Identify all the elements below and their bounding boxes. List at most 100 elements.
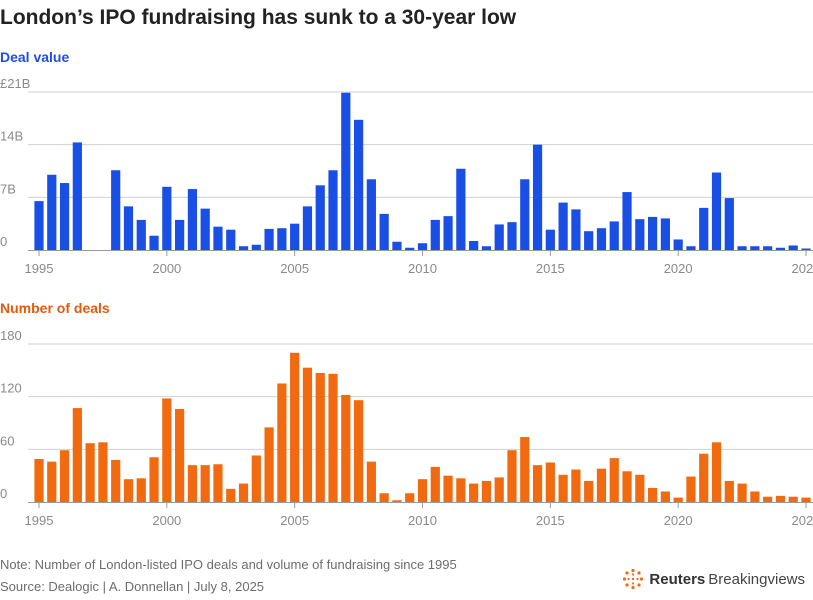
deals-count-bar: [788, 496, 798, 502]
deal-value-bar: [801, 248, 811, 250]
deals-count-bar: [507, 450, 517, 502]
reuters-dots-icon: [623, 568, 644, 590]
deal-value-bar: [123, 206, 134, 250]
deals-count-bar: [277, 383, 287, 502]
deals-count-bar: [571, 469, 581, 502]
deal-value-bar: [213, 226, 223, 250]
deal-value-bar: [456, 168, 466, 250]
deals-count-y-tick-label: 180: [0, 328, 22, 343]
deals-count-bar: [213, 464, 223, 502]
deals-count-x-tick-label: 2000: [152, 513, 181, 528]
chart-note: Note: Number of London-listed IPO deals …: [0, 557, 457, 572]
deals-count-bar: [366, 461, 376, 502]
deal-value-bar: [328, 170, 338, 250]
deals-count-bar: [443, 475, 453, 502]
deals-count-bar: [72, 408, 82, 502]
deals-count-bar: [238, 483, 249, 502]
deals-count-bar: [187, 465, 198, 502]
deals-count-bar: [85, 443, 95, 502]
deal-value-bar: [469, 240, 479, 250]
deal-value-bar: [379, 213, 389, 250]
deal-value-x-tick-label: 2005: [280, 261, 309, 276]
deals-count-bar: [635, 474, 645, 502]
deal-value-y-tick-label: 7B: [0, 181, 16, 196]
deal-value-y-tick-label: £21B: [0, 76, 30, 91]
deal-value-y-tick-label: 14B: [0, 129, 23, 144]
deal-value-bar: [136, 219, 146, 250]
deal-value-bar: [545, 229, 555, 250]
deal-value-bar: [72, 142, 82, 250]
deals-count-bar: [609, 458, 619, 502]
deals-count-bar: [584, 480, 594, 502]
deals-count-bar: [162, 398, 172, 502]
deals-count-bar: [264, 427, 274, 502]
deals-count-bar: [724, 480, 734, 502]
deals-count-bar: [763, 496, 773, 502]
deal-value-bar: [277, 228, 287, 250]
deals-count-bar: [596, 468, 607, 502]
deal-value-bar: [392, 241, 402, 250]
deals-count-bar: [699, 453, 709, 502]
number-of-deals-label: Number of deals: [0, 300, 110, 316]
deal-value-bar: [737, 246, 747, 250]
deal-value-bar: [584, 231, 594, 250]
deals-count-bar: [405, 493, 415, 502]
deal-value-bar: [226, 229, 236, 250]
deals-count-bar: [532, 465, 543, 502]
deal-value-x-tick-label: 2010: [408, 261, 437, 276]
deal-value-bar: [622, 192, 632, 250]
deal-value-bar: [290, 223, 300, 250]
deal-value-bar: [175, 219, 185, 250]
deal-value-bar: [341, 92, 351, 250]
deals-count-bar: [136, 478, 146, 502]
deal-value-bar: [481, 246, 492, 250]
deal-value-bar: [507, 222, 517, 250]
deal-value-bar: [251, 244, 261, 250]
deals-count-x-tick-label: 1995: [25, 513, 54, 528]
deals-count-bar: [251, 455, 261, 502]
deal-value-bar: [149, 235, 159, 250]
deal-value-x-tick-label: 2025: [792, 261, 813, 276]
deal-value-bar: [647, 216, 658, 250]
deals-count-bar: [686, 476, 696, 502]
deals-count-x-tick-label: 2005: [280, 513, 309, 528]
brand-name: Reuters: [649, 570, 706, 588]
deal-value-x-tick-label: 2015: [536, 261, 565, 276]
deals-count-bar: [98, 442, 108, 502]
deal-value-label: Deal value: [0, 49, 70, 65]
deals-count-bar: [737, 483, 747, 502]
deal-value-bar: [417, 243, 428, 250]
deal-value-bar: [315, 185, 325, 250]
deal-value-bar: [200, 208, 210, 250]
deals-count-bar: [315, 372, 325, 502]
deals-count-bar: [200, 465, 210, 502]
deal-value-bar: [724, 198, 734, 250]
chart-source: Source: Dealogic | A. Donnellan | July 8…: [0, 579, 265, 594]
deals-count-bar: [660, 491, 670, 502]
deals-count-x-tick-label: 2020: [664, 513, 693, 528]
deals-count-y-tick-label: 120: [0, 381, 22, 396]
deals-count-bar: [469, 483, 479, 502]
deals-count-bar: [341, 394, 351, 502]
deals-count-bar: [545, 462, 555, 502]
deals-count-bar: [622, 471, 632, 502]
deal-value-bar: [111, 170, 121, 250]
deals-count-bar: [111, 459, 121, 502]
deal-value-bar: [558, 202, 568, 250]
deals-count-bar: [558, 474, 568, 502]
deals-count-x-tick-label: 2015: [536, 513, 565, 528]
deal-value-y-tick-label: 0: [0, 234, 7, 249]
deals-count-bar: [647, 487, 658, 502]
deal-value-bar: [775, 247, 786, 250]
deal-value-bar: [34, 201, 44, 250]
deal-value-bar: [571, 209, 581, 250]
deals-count-bar: [481, 480, 492, 502]
deal-value-bar: [711, 172, 722, 250]
deal-value-chart: 0 7B 14B £21B 1995 2000 2005 2010 2015 2020 2025: [0, 76, 813, 276]
deal-value-x-tick-label: 1995: [25, 261, 54, 276]
deals-count-bar: [673, 497, 683, 502]
deal-value-bar: [699, 207, 709, 250]
deals-count-bar: [123, 479, 134, 502]
deal-value-bar: [788, 245, 798, 250]
deal-value-bar: [520, 179, 530, 250]
